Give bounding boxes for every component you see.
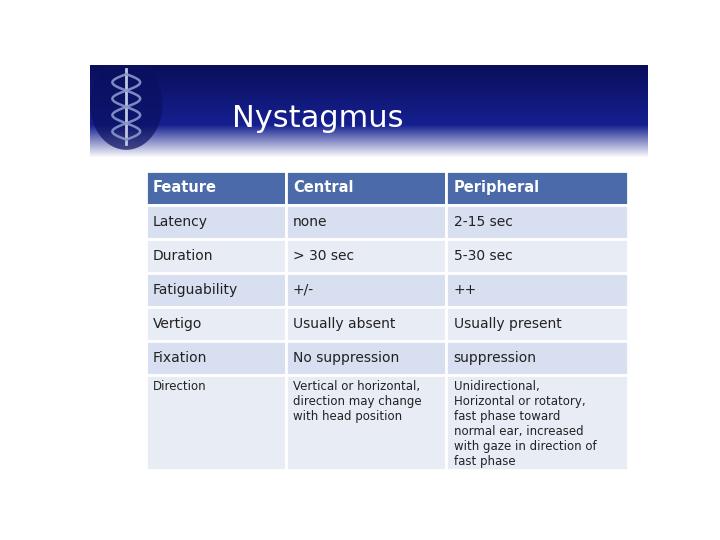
Text: Usually absent: Usually absent xyxy=(293,317,395,331)
Text: Duration: Duration xyxy=(153,249,214,263)
Text: ++: ++ xyxy=(454,283,477,297)
FancyBboxPatch shape xyxy=(286,341,446,375)
Text: Vertigo: Vertigo xyxy=(153,317,202,331)
Text: Central: Central xyxy=(293,180,354,195)
Text: Nystagmus: Nystagmus xyxy=(233,104,404,133)
Text: No suppression: No suppression xyxy=(293,351,399,365)
Text: Unidirectional,
Horizontal or rotatory,
fast phase toward
normal ear, increased
: Unidirectional, Horizontal or rotatory, … xyxy=(454,380,596,468)
FancyBboxPatch shape xyxy=(446,171,629,205)
FancyBboxPatch shape xyxy=(145,273,286,307)
Text: Vertical or horizontal,
direction may change
with head position: Vertical or horizontal, direction may ch… xyxy=(293,380,421,423)
Text: 5-30 sec: 5-30 sec xyxy=(454,249,513,263)
Text: > 30 sec: > 30 sec xyxy=(293,249,354,263)
Text: Latency: Latency xyxy=(153,215,208,229)
Text: Fatiguability: Fatiguability xyxy=(153,283,238,297)
FancyBboxPatch shape xyxy=(446,375,629,470)
FancyBboxPatch shape xyxy=(145,171,286,205)
FancyBboxPatch shape xyxy=(446,307,629,341)
FancyBboxPatch shape xyxy=(145,341,286,375)
Ellipse shape xyxy=(90,58,163,150)
Text: +/-: +/- xyxy=(293,283,314,297)
Text: Fixation: Fixation xyxy=(153,351,207,365)
Text: Usually present: Usually present xyxy=(454,317,562,331)
FancyBboxPatch shape xyxy=(446,205,629,239)
FancyBboxPatch shape xyxy=(286,239,446,273)
Text: 2-15 sec: 2-15 sec xyxy=(454,215,513,229)
FancyBboxPatch shape xyxy=(446,341,629,375)
FancyBboxPatch shape xyxy=(145,307,286,341)
FancyBboxPatch shape xyxy=(145,205,286,239)
FancyBboxPatch shape xyxy=(145,239,286,273)
FancyBboxPatch shape xyxy=(446,273,629,307)
FancyBboxPatch shape xyxy=(286,205,446,239)
Text: none: none xyxy=(293,215,328,229)
FancyBboxPatch shape xyxy=(286,273,446,307)
FancyBboxPatch shape xyxy=(145,375,286,470)
FancyBboxPatch shape xyxy=(286,375,446,470)
FancyBboxPatch shape xyxy=(446,239,629,273)
Text: Peripheral: Peripheral xyxy=(454,180,540,195)
FancyBboxPatch shape xyxy=(286,307,446,341)
Text: Feature: Feature xyxy=(153,180,217,195)
Text: Direction: Direction xyxy=(153,380,207,393)
Text: suppression: suppression xyxy=(454,351,536,365)
FancyBboxPatch shape xyxy=(286,171,446,205)
